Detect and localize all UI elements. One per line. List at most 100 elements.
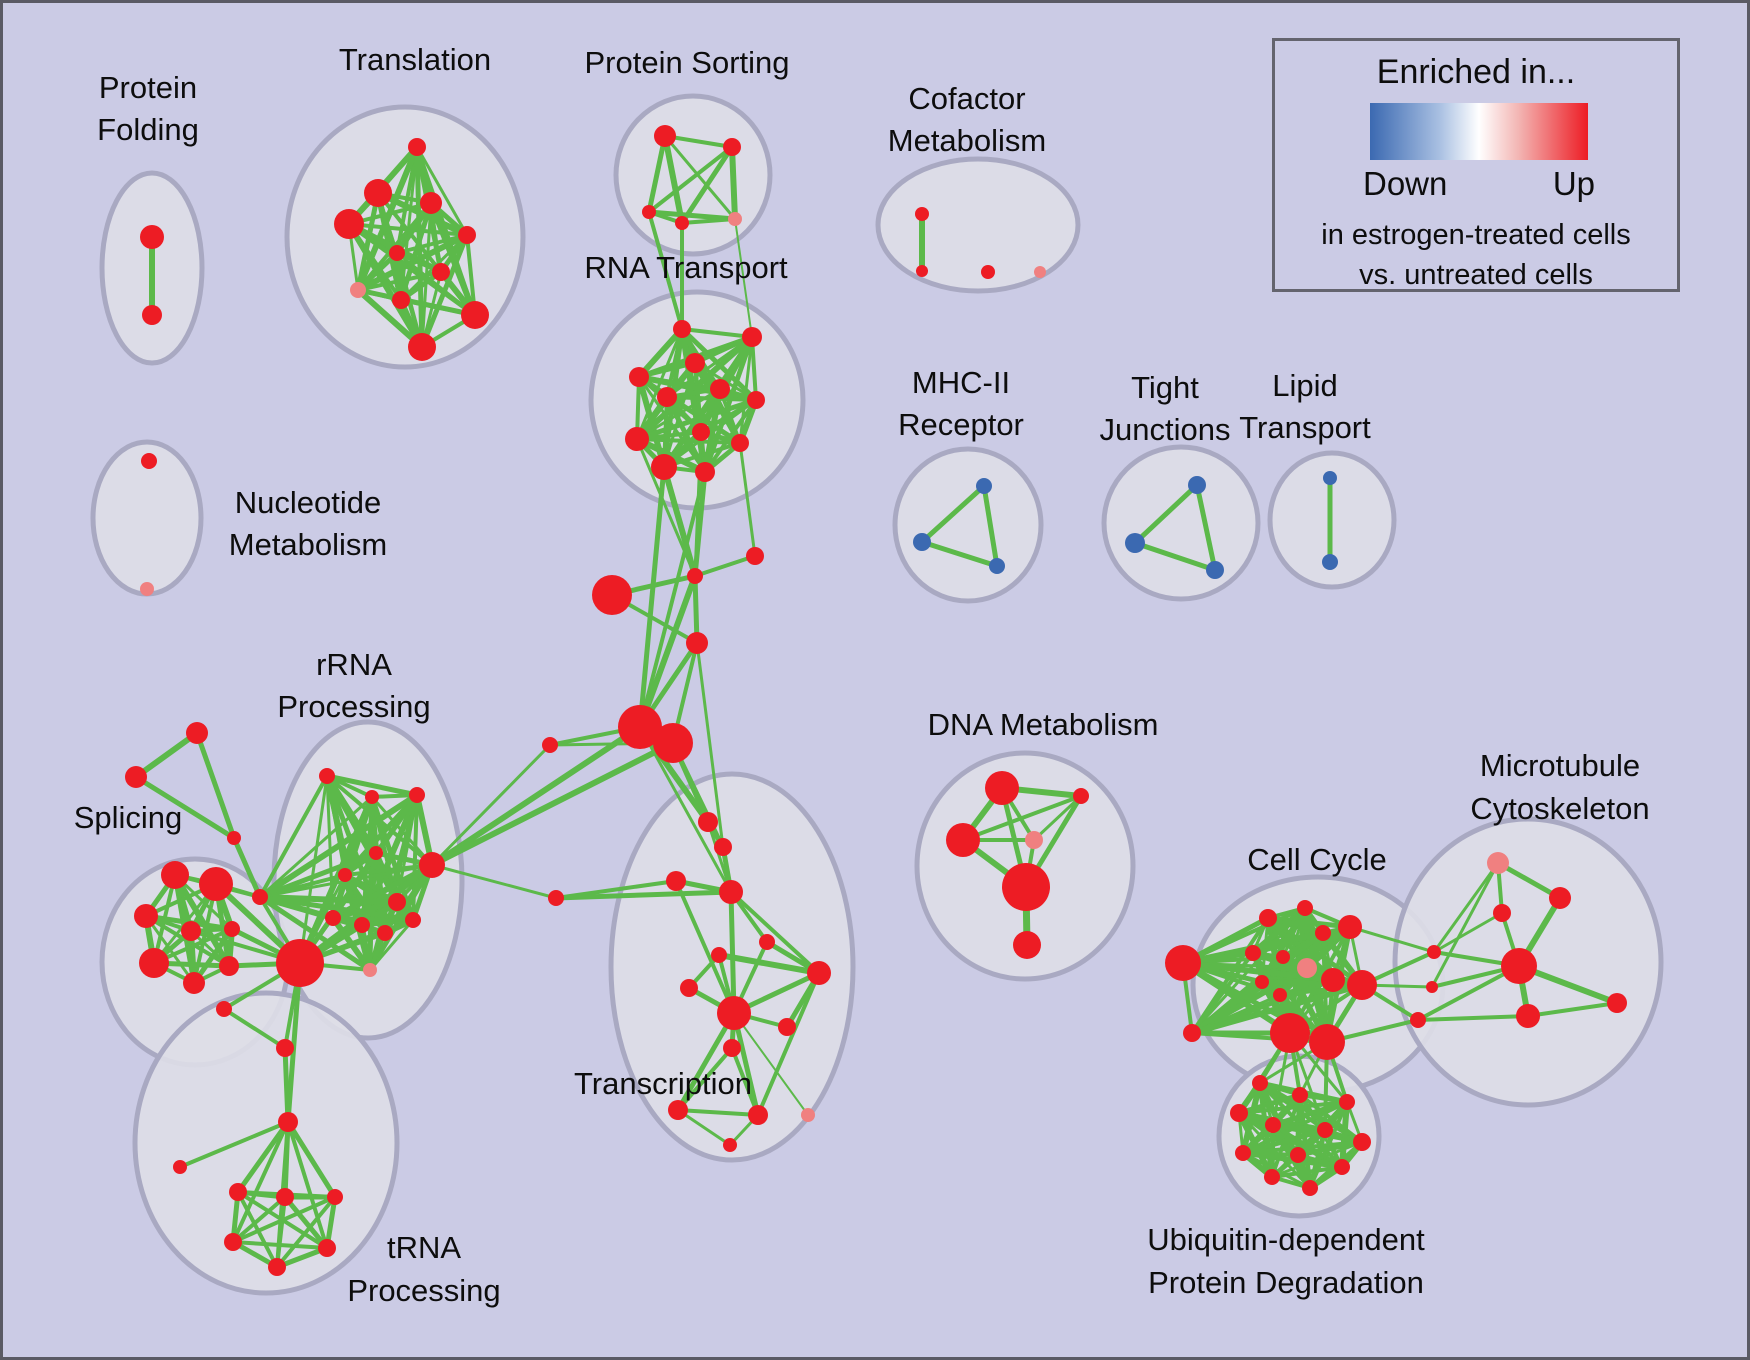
transcription-edge <box>716 952 822 976</box>
transcription-node <box>723 1039 741 1057</box>
translation-edge <box>347 222 469 237</box>
rna_transport-node <box>625 427 649 451</box>
transcription-node <box>717 996 751 1030</box>
rna_transport-node <box>629 367 649 387</box>
splicing-edge <box>172 872 232 969</box>
connectors-node <box>653 723 693 763</box>
link-edge <box>231 835 263 900</box>
trna-edge <box>286 1120 329 1250</box>
splicing-node <box>199 867 233 901</box>
legend-title: Enriched in... <box>1376 53 1576 91</box>
rna_transport-edge <box>662 441 742 469</box>
cell_cycle-edge <box>1259 979 1365 988</box>
trna-edge <box>275 1195 287 1269</box>
lipid_transport-node <box>1322 554 1338 570</box>
cofactor-label: Metabolism <box>888 123 1047 158</box>
mhc-edge <box>981 483 1000 569</box>
tight_junctions-edge <box>1194 482 1218 573</box>
rrna-node <box>419 852 445 878</box>
ubiquitin-label: Protein Degradation <box>1148 1265 1424 1300</box>
protein_folding-node <box>142 305 162 325</box>
cell_cycle-node <box>1309 1024 1345 1060</box>
link-edge <box>637 464 667 730</box>
translation-edge <box>415 145 469 237</box>
connectors-node <box>618 705 662 749</box>
protein_sorting-edge <box>663 134 734 149</box>
transcription-node <box>711 947 727 963</box>
cell_cycle-node <box>1270 1013 1310 1053</box>
translation-label: Translation <box>339 42 491 77</box>
translation-edge <box>355 232 470 293</box>
link-edge <box>285 960 303 1125</box>
connectors-node <box>125 766 147 788</box>
ubiquitin-node <box>1334 1159 1350 1175</box>
rrna-edge <box>298 774 329 965</box>
connectors-node <box>227 831 241 845</box>
rrna-node <box>369 846 383 860</box>
connectors-node <box>1410 1012 1426 1028</box>
ubiquitin-node <box>1265 1117 1281 1133</box>
connectors-edge <box>133 730 200 780</box>
rrna-node <box>405 912 421 928</box>
rrna-edge <box>257 894 416 923</box>
transcription-node <box>666 871 686 891</box>
legend-subtitle-line2: vs. untreated cells <box>1359 259 1593 291</box>
link-edge <box>1432 861 1500 954</box>
link-edge <box>429 724 643 868</box>
link-edge <box>1430 861 1500 989</box>
tight_junctions-ellipse <box>1101 444 1261 602</box>
splicing-node <box>181 921 201 941</box>
connectors-edge <box>693 554 757 578</box>
mhc-edge <box>919 539 1000 569</box>
rrna-node <box>276 939 324 987</box>
rna_transport-edge <box>750 335 758 402</box>
rrna-edge <box>257 894 400 905</box>
transcription-node <box>698 812 718 832</box>
transcription-node <box>719 880 743 904</box>
ubiquitin-node <box>1317 1122 1333 1138</box>
protein_sorting-edge <box>647 145 734 214</box>
rna_transport-node <box>651 454 677 480</box>
protein_sorting-node <box>654 125 676 147</box>
ubiquitin-label: Ubiquitin-dependent <box>1147 1222 1425 1257</box>
rna_transport-edge <box>703 398 758 474</box>
translation-edge <box>355 287 425 350</box>
rna_transport-node <box>673 320 691 338</box>
mhc-node <box>913 533 931 551</box>
microtubule-edge <box>1526 1001 1619 1018</box>
transcription-label: Transcription <box>574 1066 752 1101</box>
cofactor-ellipse <box>875 156 1081 294</box>
trna-label: Processing <box>347 1273 500 1308</box>
rrna-node <box>354 917 370 933</box>
cell_cycle-node <box>1245 945 1261 961</box>
rna_transport-node <box>747 391 765 409</box>
nucleotide-node <box>140 582 154 596</box>
link-edge <box>1432 911 1504 954</box>
mhc-label: MHC-II <box>912 365 1010 400</box>
trna-edge <box>275 1195 337 1269</box>
legend-subtitle-line1: in estrogen-treated cells <box>1321 219 1631 251</box>
mhc-node <box>989 558 1005 574</box>
translation-node <box>389 245 405 261</box>
trna-edge <box>222 1007 287 1050</box>
rrna-edge <box>258 795 374 899</box>
splicing-label: Splicing <box>74 800 183 835</box>
rna_transport-edge <box>665 395 758 402</box>
lipid_transport-node <box>1323 471 1337 485</box>
rrna-node <box>363 963 377 977</box>
microtubule-edge <box>1495 860 1563 901</box>
mhc-edge <box>919 483 987 545</box>
transcription-node <box>748 1105 768 1125</box>
cell_cycle-node <box>1255 975 1269 989</box>
rna_transport-node <box>685 353 705 373</box>
ubiquitin-node <box>1264 1169 1280 1185</box>
transcription-edge <box>729 890 821 975</box>
rrna-node <box>409 787 425 803</box>
cell_cycle-node <box>1297 958 1317 978</box>
connectors-node <box>686 632 708 654</box>
translation-node <box>364 179 392 207</box>
transcription-edge <box>676 1108 760 1117</box>
cofactor-node <box>915 207 929 221</box>
protein_sorting-edge <box>646 209 738 222</box>
